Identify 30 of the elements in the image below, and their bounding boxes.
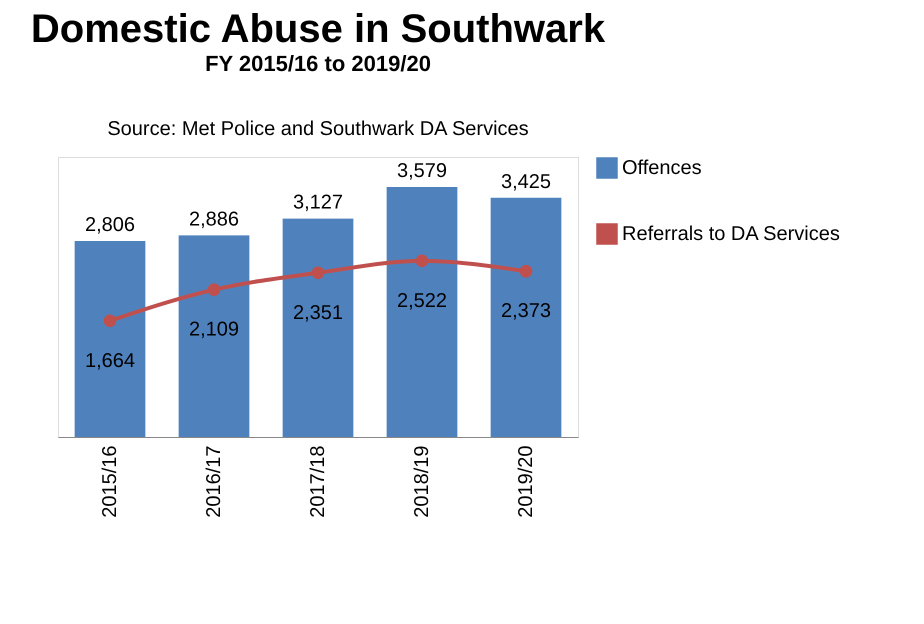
data-label: 2,886	[188, 208, 240, 230]
point	[312, 266, 324, 280]
data-label: 2,806	[84, 214, 136, 236]
data-label: 2,373	[500, 300, 552, 322]
bar	[282, 218, 354, 437]
point	[416, 254, 428, 268]
x-tick-label: 2019/20	[515, 446, 537, 518]
data-label: 2,109	[188, 318, 240, 341]
bar	[490, 198, 562, 437]
data-label: 1,664	[84, 350, 136, 372]
data-label: 2,351	[292, 302, 344, 324]
data-label: 3,425	[500, 170, 552, 193]
data-label: 3,579	[396, 160, 448, 182]
source-note: Source: Met Police and Southwark DA Services	[107, 118, 529, 140]
chart-title: Domestic Abuse in Southwark	[30, 7, 606, 51]
chart-subtitle: FY 2015/16 to 2019/20	[205, 51, 431, 76]
x-tick-label: 2016/17	[203, 446, 225, 518]
legend-label: Offences	[622, 157, 702, 179]
x-tick-label: 2018/19	[411, 446, 433, 518]
data-label: 2,522	[396, 290, 448, 312]
bar	[386, 187, 458, 437]
x-tick-label: 2017/18	[307, 446, 329, 518]
point	[208, 283, 220, 296]
legend-label: Referrals to DA Services	[622, 223, 840, 245]
data-label: 3,127	[292, 192, 344, 214]
x-tick-label: 2015/16	[99, 446, 121, 518]
bar	[74, 240, 146, 437]
point	[104, 314, 116, 328]
point	[520, 264, 532, 278]
bar	[178, 235, 250, 437]
